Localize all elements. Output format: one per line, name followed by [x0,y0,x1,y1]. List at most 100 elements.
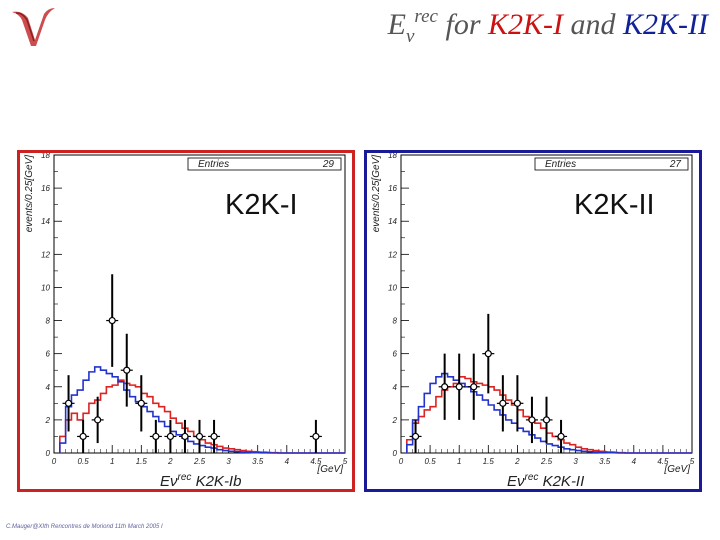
x-tick-label: 0.5 [425,457,437,466]
stats-box [187,157,342,171]
k2k2-label: K2K-II [574,189,655,221]
x-tick-label: 2.5 [193,457,206,466]
data-marker [528,416,536,424]
x-tick-label: 1 [457,457,461,466]
y-tick-label: 8 [46,317,51,326]
x-axis-unit: [GeV] [316,464,343,475]
y-tick-label: 16 [41,184,50,193]
title-for: for [437,8,488,41]
x-tick-label: 4 [285,457,290,466]
mc-histogram-red [406,376,692,454]
data-point [409,419,422,453]
y-tick-label: 4 [393,383,398,392]
x-axis-label-main: Eν [160,473,178,489]
y-tick-label: 14 [41,217,50,226]
x-tick-label: 2 [514,457,520,466]
data-marker [312,432,320,441]
plot-frame [53,154,346,454]
data-marker [79,432,87,441]
mc-histogram-blue [59,366,345,454]
data-point [467,353,480,420]
data-point [77,419,90,453]
k2k2-histogram: 0 2 4 6 8 10 12 14 16 18 0 0.5 1 1.5 2 2.5 3 3.5 4 4.5 5 even… [371,153,695,489]
title-and: and [563,8,623,41]
data-point [309,419,322,453]
y-tick-label: 4 [46,383,51,392]
x-tick-label: 3.5 [599,457,611,466]
x-tick-label: 0 [399,457,404,466]
data-point [135,375,148,432]
y-tick-label: 2 [45,416,51,425]
data-marker [181,432,189,441]
y-tick-label: 8 [393,317,398,326]
data-point [193,419,206,453]
data-point [62,375,75,432]
data-marker [470,383,478,391]
y-axis-label: events/0.25[GeV] [24,155,35,232]
x-axis-label-sup: rec [178,472,192,483]
data-point [91,396,104,444]
y-tick-label: 18 [388,153,397,160]
x-tick-label: 1.5 [136,457,148,466]
k2k1-histogram: 0 2 4 6 8 10 12 14 16 18 0 0.5 1 1.5 2 2.5 3 3.5 4 4.5 5 even… [24,153,348,489]
data-point [540,396,553,444]
title-nu: ν [405,26,415,47]
stats-entries-value: 27 [669,159,682,170]
x-axis-unit: [GeV] [663,464,690,475]
x-tick-label: 4.5 [657,457,669,466]
x-tick-label: 1 [110,457,114,466]
data-point [149,419,162,453]
data-marker [166,432,174,441]
data-marker [137,399,145,407]
x-tick-label: 3 [226,457,231,466]
data-marker [411,432,420,441]
data-point [525,396,538,444]
data-marker [499,399,507,407]
x-tick-label: 5 [343,457,348,466]
k2k1-panel: 0 2 4 6 8 10 12 14 16 18 0 0.5 1 1.5 2 2.5 3 3.5 4 4.5 5 even… [17,150,355,492]
data-marker [210,432,218,441]
data-point [555,419,568,453]
footer-credit: C.Mauger@XIth Rencontres de Moriond 11th… [6,524,163,530]
title-e: E [387,8,406,41]
data-marker [484,350,492,358]
y-tick-label: 0 [393,449,398,458]
k2k2-panel: 0 2 4 6 8 10 12 14 16 18 0 0.5 1 1.5 2 2.5 3 3.5 4 4.5 5 even… [364,150,702,492]
data-point [496,375,509,432]
x-axis-label-sup: rec [525,472,539,483]
mc-histogram-blue [406,372,692,454]
x-axis-label: Eνrec K2K-II [507,472,584,489]
data-marker [441,383,449,391]
x-tick-label: 0 [52,457,57,466]
title-k2k1: K2K-I [488,8,563,41]
x-axis-label-main: Eν [507,473,525,489]
y-tick-label: 10 [41,283,50,292]
x-tick-label: 5 [690,457,695,466]
y-tick-label: 12 [388,250,397,259]
data-marker [94,416,102,424]
x-tick-label: 2.5 [540,457,553,466]
data-marker [557,432,565,441]
y-axis-label: events/0.25[GeV] [371,155,382,232]
data-point [482,313,495,394]
data-marker [64,399,73,407]
data-point [511,375,524,432]
stats-entries-label: Entries [198,159,229,170]
y-tick-label: 10 [388,283,397,292]
y-tick-label: 18 [41,153,50,160]
data-point [438,353,451,420]
x-axis-label-suffix: K2K-II [538,473,584,489]
data-marker [152,432,160,441]
data-point [120,333,133,407]
y-tick-label: 6 [393,350,398,359]
y-tick-label: 6 [46,350,51,359]
data-point [453,353,466,420]
y-tick-label: 16 [388,184,397,193]
x-axis-label: Eνrec K2K-Ib [160,472,241,489]
x-tick-label: 1.5 [483,457,495,466]
data-marker [108,316,116,325]
stats-entries-label: Entries [545,159,576,170]
x-axis-label-suffix: K2K-Ib [191,473,241,489]
data-point [164,419,177,453]
y-tick-label: 0 [46,449,51,458]
